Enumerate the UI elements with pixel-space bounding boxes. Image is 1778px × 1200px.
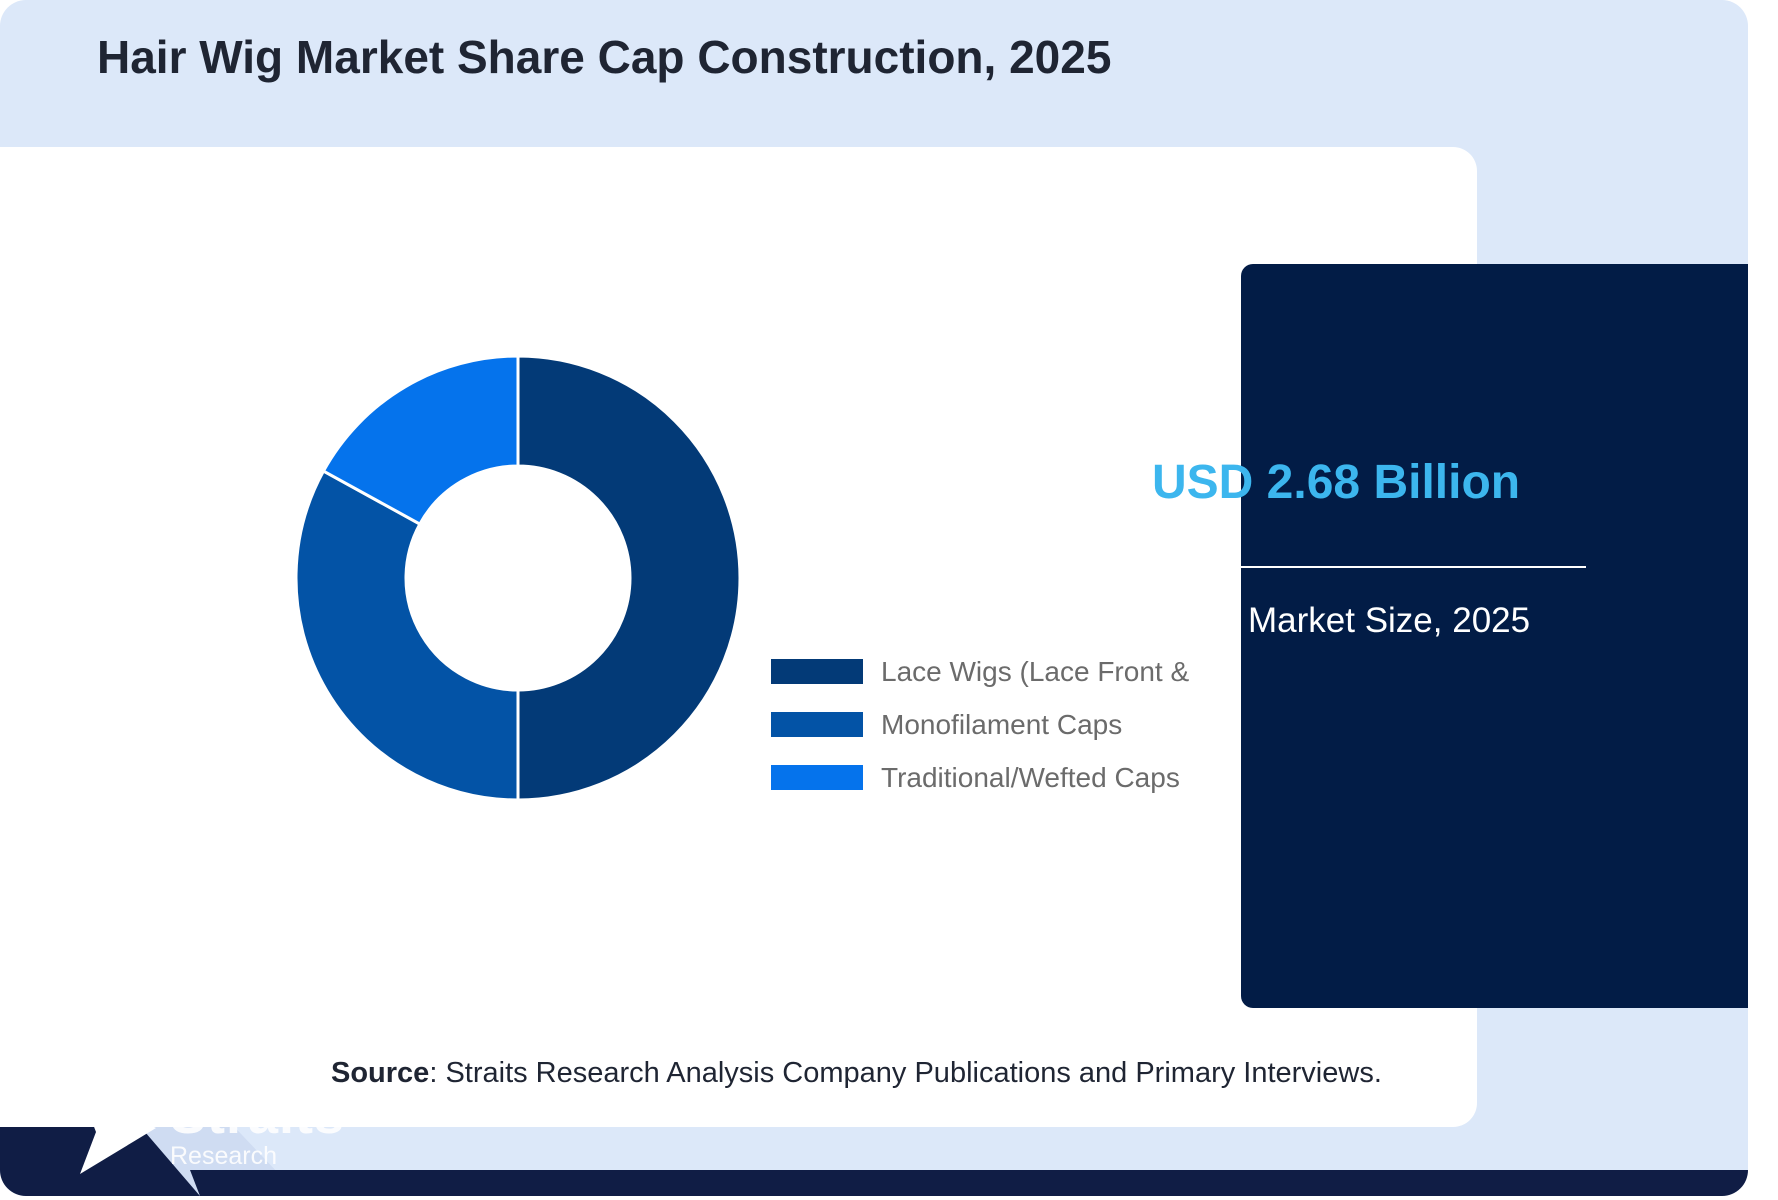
donut-slice	[294, 469, 520, 802]
legend-swatch	[771, 765, 863, 790]
arrow-logo-icon	[80, 1090, 156, 1174]
stat-divider	[1241, 566, 1586, 568]
infographic-frame: Hair Wig Market Share Cap Construction, …	[0, 0, 1748, 1196]
market-size-label: Market Size, 2025	[1248, 601, 1531, 640]
straits-logo: Straits Research	[80, 1084, 380, 1184]
legend-label: Monofilament Caps	[881, 708, 1123, 740]
donut-slice	[516, 354, 742, 802]
legend-item: Lace Wigs (Lace Front &	[771, 645, 1189, 698]
chart-title: Hair Wig Market Share Cap Construction, …	[97, 31, 1112, 83]
legend-item: Monofilament Caps	[771, 698, 1189, 751]
legend-label: Traditional/Wefted Caps	[881, 761, 1180, 793]
source-prefix: Source	[331, 1057, 430, 1089]
logo-subtitle: Research	[170, 1142, 277, 1170]
legend-swatch	[771, 659, 863, 684]
chart-card: Lace Wigs (Lace Front & Monofilament Caps…	[0, 147, 1477, 1127]
donut-slice	[321, 354, 520, 527]
source-note: Source: Straits Research Analysis Compan…	[331, 1057, 1382, 1090]
legend-item: Traditional/Wefted Caps	[771, 751, 1189, 804]
legend-swatch	[771, 712, 863, 737]
donut-chart	[294, 354, 742, 802]
source-text: : Straits Research Analysis Company Publ…	[429, 1057, 1382, 1089]
logo-wordmark: Straits	[170, 1085, 346, 1145]
market-size-panel	[1241, 264, 1748, 1008]
legend-label: Lace Wigs (Lace Front &	[881, 655, 1190, 687]
market-size-value: USD 2.68 Billion	[1152, 456, 1521, 509]
chart-legend: Lace Wigs (Lace Front & Monofilament Caps…	[771, 645, 1189, 804]
